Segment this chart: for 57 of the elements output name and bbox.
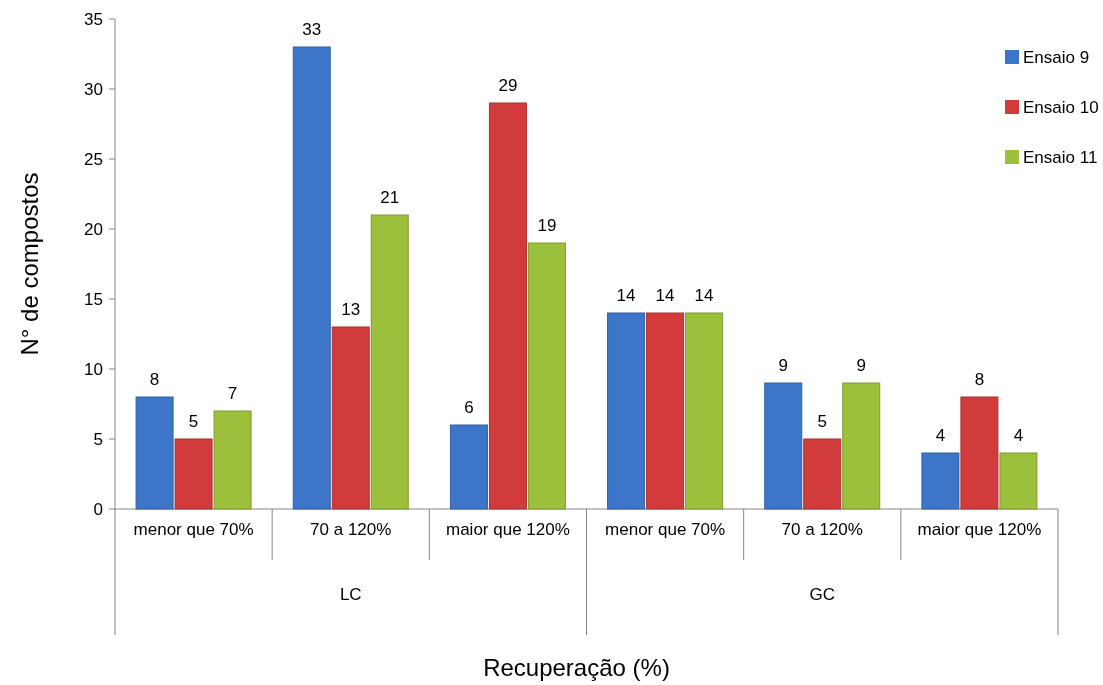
data-label: 5 bbox=[188, 412, 199, 431]
x-tick-label: maior que 120% bbox=[917, 520, 1042, 539]
data-label: 19 bbox=[537, 216, 557, 235]
y-tick-label: 10 bbox=[84, 359, 103, 379]
bar bbox=[764, 382, 803, 510]
bar bbox=[803, 438, 842, 510]
bar bbox=[331, 326, 370, 510]
data-label: 7 bbox=[227, 384, 238, 403]
y-tick-label: 0 bbox=[93, 499, 103, 519]
bar bbox=[527, 242, 566, 510]
data-label: 5 bbox=[817, 412, 827, 431]
x-tick-label: menor que 70% bbox=[605, 520, 726, 539]
data-label: 14 bbox=[616, 286, 636, 305]
data-label: 6 bbox=[464, 398, 474, 417]
bar bbox=[135, 396, 174, 510]
x-tick-label: maior que 120% bbox=[446, 520, 570, 539]
bar bbox=[960, 396, 999, 510]
bar bbox=[213, 410, 252, 510]
x-tick-label: menor que 70% bbox=[133, 520, 254, 539]
bar bbox=[607, 312, 646, 510]
data-label: 29 bbox=[498, 76, 518, 95]
data-label: 4 bbox=[1013, 426, 1024, 445]
text: GC bbox=[809, 585, 835, 604]
y-tick-label: 25 bbox=[84, 149, 103, 169]
bar bbox=[292, 46, 331, 510]
data-label: 14 bbox=[694, 286, 714, 305]
data-label: 9 bbox=[856, 356, 866, 375]
legend-label: Ensaio 11 bbox=[1023, 147, 1098, 167]
bar bbox=[646, 312, 685, 510]
y-tick-label: 5 bbox=[93, 429, 103, 449]
data-label: 9 bbox=[778, 356, 788, 375]
data-label: 21 bbox=[380, 188, 400, 207]
x-axis-title: Recuperação (%) bbox=[483, 654, 670, 681]
y-axis-title: N° de compostos bbox=[16, 172, 43, 356]
legend-label: Ensaio 10 bbox=[1023, 97, 1099, 117]
y-tick-label: 30 bbox=[84, 79, 103, 99]
data-label: 33 bbox=[302, 20, 322, 39]
legend-label: Ensaio 9 bbox=[1023, 47, 1090, 67]
y-tick-label: 20 bbox=[84, 219, 103, 239]
bar bbox=[488, 102, 527, 510]
text: LC bbox=[339, 585, 362, 604]
data-label: 4 bbox=[935, 426, 946, 445]
y-tick-label: 15 bbox=[84, 289, 103, 309]
data-label: 8 bbox=[149, 370, 160, 389]
bar bbox=[999, 452, 1038, 510]
bar bbox=[174, 438, 213, 510]
bar bbox=[842, 382, 881, 510]
x-tick-label: 70 a 120% bbox=[781, 520, 863, 539]
bar bbox=[921, 452, 960, 510]
bar bbox=[370, 214, 409, 510]
bar bbox=[449, 424, 488, 510]
data-label: 13 bbox=[341, 300, 361, 319]
bar bbox=[685, 312, 724, 510]
data-label: 8 bbox=[974, 370, 985, 389]
data-label: 14 bbox=[655, 286, 675, 305]
y-tick-label: 35 bbox=[84, 9, 103, 29]
x-tick-label: 70 a 120% bbox=[310, 520, 392, 539]
